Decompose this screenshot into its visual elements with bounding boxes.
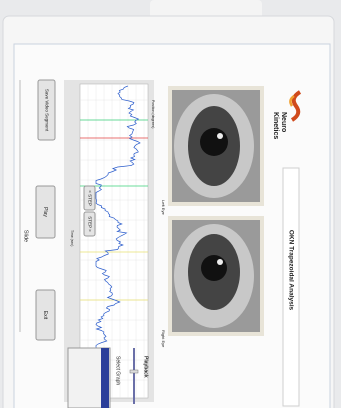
brand-bottom: Kinetics (272, 112, 279, 139)
play-button-label[interactable]: Play (42, 207, 48, 217)
playback-thumb[interactable] (129, 369, 139, 374)
right-eye-label: Right Eye (161, 330, 166, 348)
graph-x-label: Time (sec) (70, 230, 74, 246)
save-button-label[interactable]: Save Video Segment (44, 89, 49, 132)
step-back-label[interactable]: < STEP (87, 190, 92, 206)
step-forward-button[interactable] (83, 211, 96, 237)
title-box (282, 167, 300, 407)
app-title: OKN Trapezoidal Analysis (287, 230, 294, 311)
eye-image-right (168, 216, 264, 336)
eye-image-left (168, 86, 264, 206)
top-tab (150, 0, 262, 20)
exit-button-label[interactable]: Exit (42, 311, 48, 320)
playback-label: Playback (143, 356, 149, 378)
left-eye-label: Left Eye (161, 200, 166, 215)
exit-button[interactable] (35, 289, 56, 341)
play-button[interactable] (35, 185, 56, 239)
step-forward-label[interactable]: STEP > (87, 216, 92, 232)
graph-y-label: Position (degrees) (151, 100, 155, 128)
brand-top: Neuro (280, 112, 287, 132)
eye-trace (95, 85, 141, 396)
graph-list-selected[interactable] (101, 348, 109, 408)
select-graph-label: Select Graph (115, 356, 121, 385)
save-button[interactable] (37, 79, 56, 141)
step-back-button[interactable] (83, 185, 96, 211)
logo: Neuro Kinetics (272, 90, 302, 139)
slide-label: Slide (23, 230, 29, 242)
